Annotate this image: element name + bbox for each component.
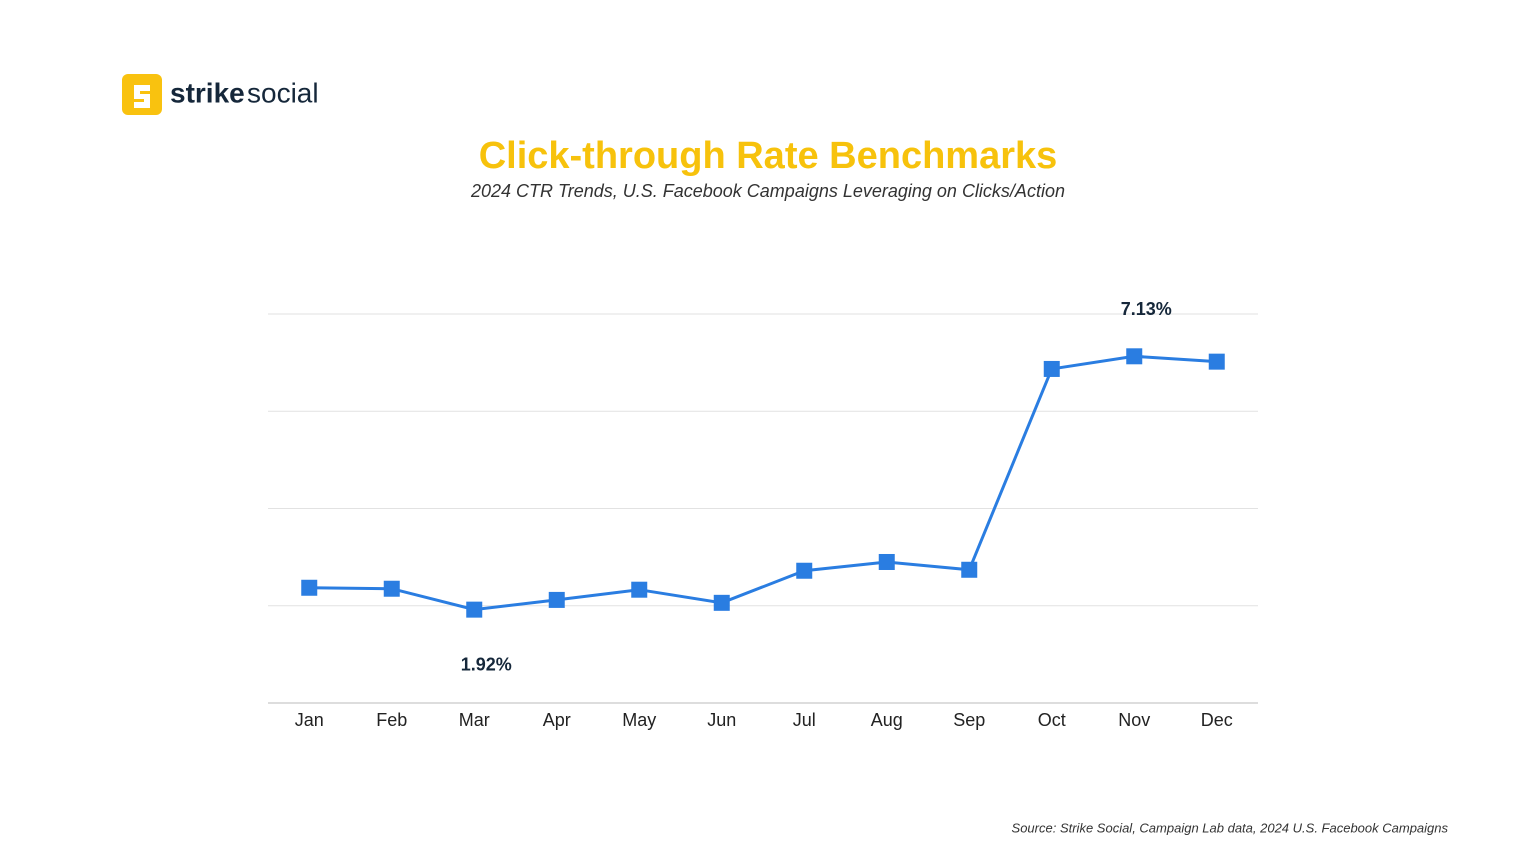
x-tick-label: Oct (1038, 710, 1066, 730)
marker (1208, 353, 1225, 370)
data-label: 7.13% (1121, 299, 1172, 319)
marker (1043, 360, 1060, 377)
logo-glyph (134, 85, 150, 108)
x-tick-label: Dec (1201, 710, 1233, 730)
line (309, 354, 1217, 612)
x-tick-label: Jul (793, 710, 816, 730)
x-tick-label: Feb (376, 710, 407, 730)
marker (961, 561, 978, 578)
chart-subtitle: 2024 CTR Trends, U.S. Facebook Campaigns… (470, 181, 1065, 201)
marker (466, 601, 483, 618)
chart-title: Click-through Rate Benchmarks (479, 135, 1058, 177)
marker (301, 579, 318, 596)
logo-word: strike (170, 77, 245, 108)
marker (796, 562, 813, 579)
source-note: Source: Strike Social, Campaign Lab data… (1012, 820, 1449, 835)
marker (713, 594, 730, 611)
x-tick-label: Aug (871, 710, 903, 730)
x-tick-label: Sep (953, 710, 985, 730)
x-tick-label: May (622, 710, 656, 730)
x-tick-label: Apr (543, 710, 571, 730)
x-tick-label: Jun (707, 710, 736, 730)
marker (383, 580, 400, 597)
x-tick-label: Nov (1118, 710, 1150, 730)
marker (548, 591, 565, 608)
marker (1126, 348, 1143, 365)
marker (631, 581, 648, 598)
x-tick-label: Jan (295, 710, 324, 730)
x-tick-label: Mar (459, 710, 490, 730)
data-label: 1.92% (461, 654, 512, 674)
marker (878, 553, 895, 570)
logo-word: social (247, 77, 319, 108)
